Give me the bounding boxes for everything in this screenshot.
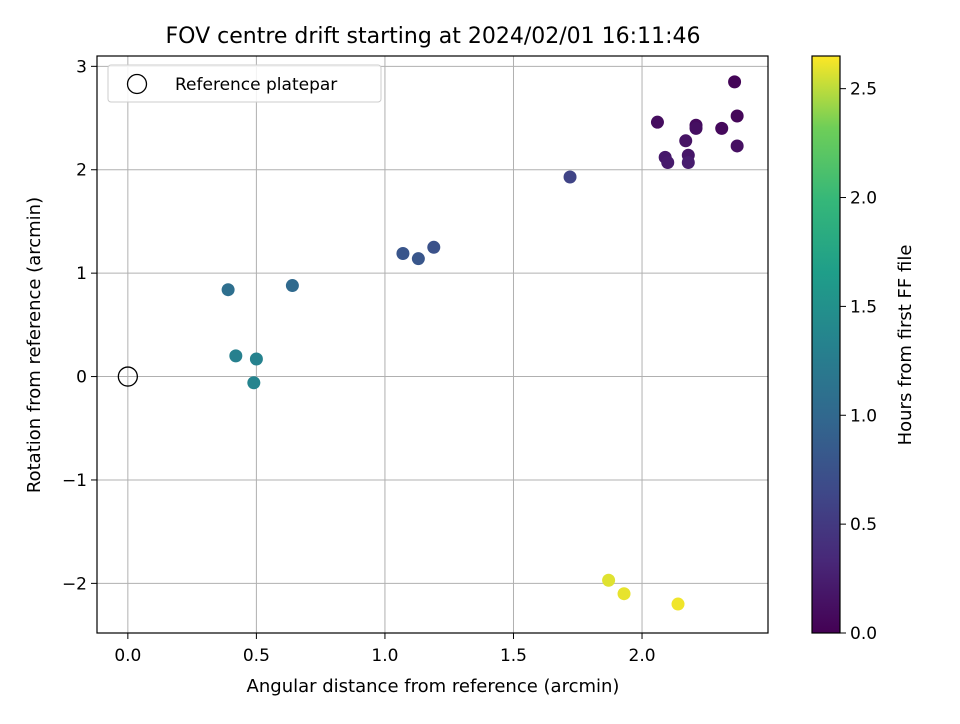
- y-tick-label: 3: [76, 57, 87, 77]
- colorbar-label: Hours from first FF file: [895, 245, 916, 446]
- chart-title: FOV centre drift starting at 2024/02/01 …: [166, 24, 701, 49]
- colorbar-tick-label: 2.5: [850, 80, 877, 100]
- reference-point: [117, 366, 139, 387]
- y-tick-label: 1: [76, 264, 87, 284]
- data-point: [671, 597, 685, 611]
- data-point: [285, 279, 299, 293]
- data-point: [730, 139, 744, 153]
- data-point: [661, 156, 675, 170]
- data-point: [617, 587, 631, 601]
- y-tick-label: −2: [62, 574, 87, 594]
- grid-lines: [97, 56, 768, 633]
- y-tick-label: 0: [76, 368, 87, 388]
- legend-reference-marker: [126, 73, 148, 95]
- data-point: [249, 352, 263, 366]
- reference-marker: [117, 366, 139, 387]
- colorbar-tick-label: 1.0: [850, 406, 877, 426]
- y-axis-ticks: −2 −1 0 1 2 3: [62, 57, 97, 594]
- data-point: [247, 376, 261, 390]
- colorbar-gradient: [811, 55, 841, 634]
- data-point: [689, 121, 703, 135]
- data-point: [715, 121, 729, 135]
- x-tick-label: 2.0: [629, 646, 656, 666]
- colorbar: 0.0 0.5 1.0 1.5 2.0 2.5 Hours from first FF f…: [811, 55, 916, 644]
- legend-entry-reference-platepar: Reference platepar: [175, 75, 337, 95]
- colorbar-tick-label: 0.5: [850, 515, 877, 535]
- data-point: [730, 109, 744, 123]
- data-point: [728, 75, 742, 89]
- legend: Reference platepar: [107, 64, 382, 103]
- data-point: [411, 252, 425, 266]
- data-point: [221, 283, 235, 297]
- y-tick-label: −1: [62, 471, 87, 491]
- data-points: [221, 75, 744, 611]
- x-tick-label: 1.0: [371, 646, 398, 666]
- data-point: [396, 247, 410, 261]
- plot-frame: [96, 55, 769, 634]
- data-point: [563, 170, 577, 184]
- colorbar-tick-label: 0.0: [850, 624, 877, 644]
- data-point: [679, 134, 693, 148]
- y-axis-label: Rotation from reference (arcmin): [24, 197, 45, 493]
- legend-box: [107, 64, 382, 103]
- y-tick-label: 2: [76, 161, 87, 181]
- data-point: [681, 156, 695, 170]
- data-point: [602, 573, 616, 587]
- x-axis-label: Angular distance from reference (arcmin): [247, 676, 620, 697]
- colorbar-tick-label: 1.5: [850, 297, 877, 317]
- data-point: [427, 240, 441, 254]
- colorbar-tick-label: 2.0: [850, 189, 877, 209]
- data-point: [650, 115, 664, 129]
- data-point: [229, 349, 243, 363]
- colorbar-ticks: 0.0 0.5 1.0 1.5 2.0 2.5: [840, 80, 877, 644]
- x-axis-ticks: 0.0 0.5 1.0 1.5 2.0: [114, 633, 656, 666]
- x-tick-label: 0.5: [243, 646, 270, 666]
- x-tick-label: 1.5: [500, 646, 527, 666]
- x-tick-label: 0.0: [114, 646, 141, 666]
